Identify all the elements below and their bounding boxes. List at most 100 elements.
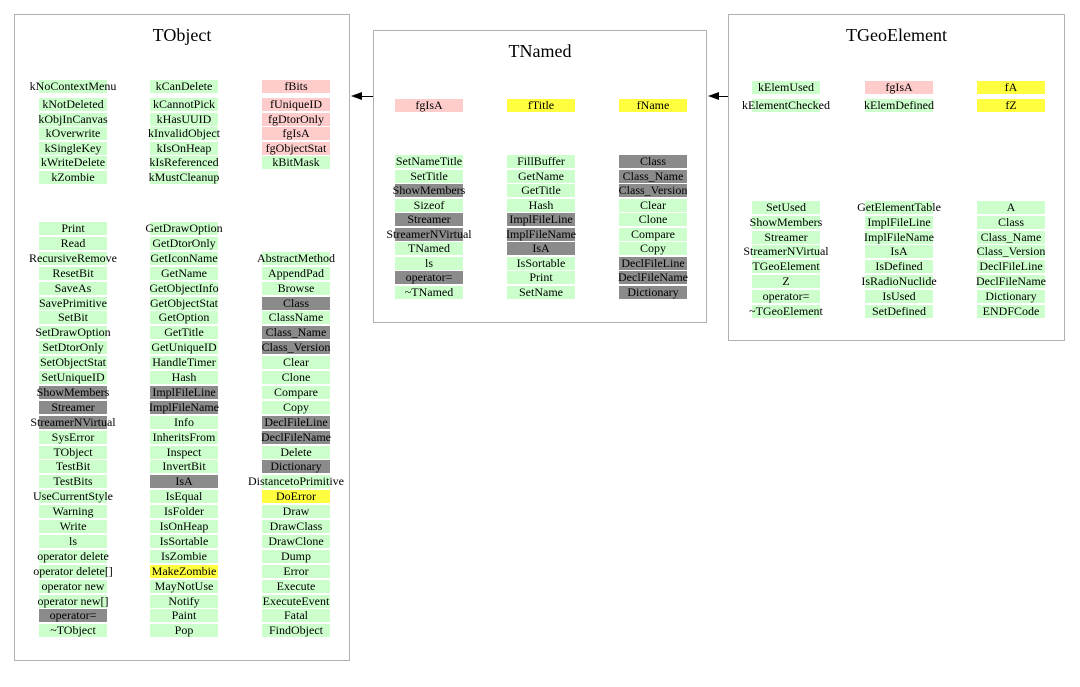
method-cell[interactable]: GetDrawOption — [145, 221, 223, 235]
method-cell[interactable]: Print — [39, 222, 107, 235]
method-cell[interactable]: MakeZombie — [150, 563, 218, 578]
method-cell[interactable]: GetIconName — [150, 250, 218, 265]
method-cell[interactable]: Clear — [262, 356, 330, 370]
field-cell[interactable]: kElementChecked — [742, 98, 830, 112]
method-cell[interactable]: Notify — [150, 594, 218, 608]
method-cell[interactable]: AppendPad — [262, 266, 330, 280]
method-cell[interactable]: ~TGeoElement — [749, 303, 823, 318]
field-cell[interactable]: kObjInCanvas — [38, 111, 108, 126]
method-cell[interactable]: IsDefined — [865, 260, 933, 274]
method-cell[interactable]: Copy — [619, 242, 687, 255]
method-cell[interactable]: RecursiveRemove — [29, 250, 117, 265]
method-cell[interactable]: SetTitle — [395, 169, 463, 183]
method-cell[interactable]: TObject — [39, 445, 107, 459]
method-cell[interactable]: Print — [507, 271, 575, 284]
method-cell[interactable]: IsFolder — [150, 505, 218, 519]
method-cell[interactable]: Streamer — [39, 400, 107, 414]
method-cell[interactable]: TestBit — [39, 460, 107, 474]
method-cell[interactable]: Dump — [262, 549, 330, 563]
method-cell[interactable]: SetDefined — [865, 304, 933, 318]
method-cell[interactable]: ls — [39, 534, 107, 548]
field-cell[interactable]: kCannotPick — [150, 98, 218, 111]
method-cell[interactable]: SetNameTitle — [395, 154, 463, 168]
method-cell[interactable]: GetDtorOnly — [150, 236, 218, 250]
method-cell[interactable]: operator= — [395, 271, 463, 284]
method-cell[interactable]: GetObjectStat — [150, 295, 218, 310]
method-cell[interactable]: MayNotUse — [150, 579, 218, 593]
method-cell[interactable]: IsSortable — [150, 534, 218, 548]
method-cell[interactable]: DeclFileLine — [619, 256, 687, 270]
method-cell[interactable]: Class_Version — [618, 183, 688, 197]
method-cell[interactable]: InheritsFrom — [150, 430, 218, 444]
field-cell[interactable]: kZombie — [39, 170, 107, 184]
method-cell[interactable]: Streamer — [395, 213, 463, 226]
method-cell[interactable]: Read — [39, 236, 107, 250]
field-cell[interactable]: fUniqueID — [262, 98, 330, 111]
method-cell[interactable]: TestBits — [39, 475, 107, 489]
method-cell[interactable]: Class — [619, 155, 687, 168]
method-cell[interactable]: IsOnHeap — [150, 520, 218, 533]
method-cell[interactable]: TNamed — [395, 242, 463, 255]
method-cell[interactable]: ls — [395, 256, 463, 270]
method-cell[interactable]: Class_Name — [262, 326, 330, 340]
method-cell[interactable]: StreamerNVirtual — [30, 414, 116, 429]
field-cell[interactable]: kInvalidObject — [148, 126, 220, 140]
method-cell[interactable]: FindObject — [262, 624, 330, 638]
field-cell[interactable]: kSingleKey — [39, 141, 107, 155]
field-cell[interactable]: fgIsA — [262, 127, 330, 140]
method-cell[interactable]: Class_Name — [619, 169, 687, 183]
method-cell[interactable]: ShowMembers — [392, 183, 466, 197]
method-cell[interactable]: Copy — [262, 400, 330, 414]
field-cell[interactable]: fgObjectStat — [262, 141, 330, 155]
method-cell[interactable]: DistancetoPrimitive — [248, 474, 344, 489]
method-cell[interactable]: Class — [262, 296, 330, 310]
method-cell[interactable]: StreamerNVirtual — [386, 226, 472, 241]
method-cell[interactable]: SetDtorOnly — [39, 341, 107, 355]
method-cell[interactable]: operator= — [752, 289, 820, 303]
method-cell[interactable]: Fatal — [262, 609, 330, 623]
method-cell[interactable]: Info — [150, 415, 218, 429]
method-cell[interactable]: ClassName — [262, 311, 330, 325]
field-cell[interactable]: fBits — [262, 80, 330, 93]
method-cell[interactable]: operator delete — [37, 548, 109, 563]
method-cell[interactable]: IsRadioNuclide — [861, 274, 937, 288]
method-cell[interactable]: IsSortable — [507, 256, 575, 270]
method-cell[interactable]: GetOption — [150, 311, 218, 325]
method-cell[interactable]: Paint — [150, 609, 218, 623]
method-cell[interactable]: GetTitle — [150, 326, 218, 340]
method-cell[interactable]: operator= — [39, 609, 107, 623]
method-cell[interactable]: Clone — [619, 213, 687, 226]
method-cell[interactable]: DrawClone — [262, 534, 330, 548]
method-cell[interactable]: IsA — [150, 475, 218, 489]
method-cell[interactable]: DrawClass — [262, 520, 330, 533]
method-cell[interactable]: ShowMembers — [36, 384, 110, 399]
method-cell[interactable]: SavePrimitive — [39, 295, 107, 310]
field-cell[interactable]: fTitle — [507, 99, 575, 112]
method-cell[interactable]: ResetBit — [39, 266, 107, 280]
method-cell[interactable]: DeclFileLine — [262, 415, 330, 429]
field-cell[interactable]: fgIsA — [395, 99, 463, 112]
method-cell[interactable]: FillBuffer — [507, 155, 575, 168]
method-cell[interactable]: IsZombie — [150, 549, 218, 563]
field-cell[interactable]: fgIsA — [865, 81, 933, 94]
method-cell[interactable]: Error — [262, 564, 330, 578]
field-cell[interactable]: kIsReferenced — [149, 155, 219, 169]
method-cell[interactable]: IsUsed — [865, 289, 933, 303]
method-cell[interactable]: Z — [752, 275, 820, 288]
method-cell[interactable]: InvertBit — [150, 460, 218, 474]
method-cell[interactable]: SetBit — [39, 311, 107, 325]
method-cell[interactable]: SysError — [39, 430, 107, 444]
field-cell[interactable]: kOverwrite — [39, 127, 107, 140]
method-cell[interactable]: ImplFileName — [864, 229, 934, 244]
field-cell[interactable]: kMustCleanup — [148, 169, 220, 184]
method-cell[interactable]: Draw — [262, 505, 330, 519]
method-cell[interactable]: ShowMembers — [749, 214, 823, 229]
method-cell[interactable]: TGeoElement — [752, 259, 820, 274]
method-cell[interactable]: SetDrawOption — [35, 325, 111, 340]
method-cell[interactable]: ~TObject — [39, 624, 107, 638]
field-cell[interactable]: kCanDelete — [150, 80, 218, 93]
method-cell[interactable]: Class — [977, 215, 1045, 229]
method-cell[interactable]: Browse — [262, 281, 330, 295]
method-cell[interactable]: Class_Name — [977, 230, 1045, 244]
field-cell[interactable]: kWriteDelete — [39, 155, 107, 169]
